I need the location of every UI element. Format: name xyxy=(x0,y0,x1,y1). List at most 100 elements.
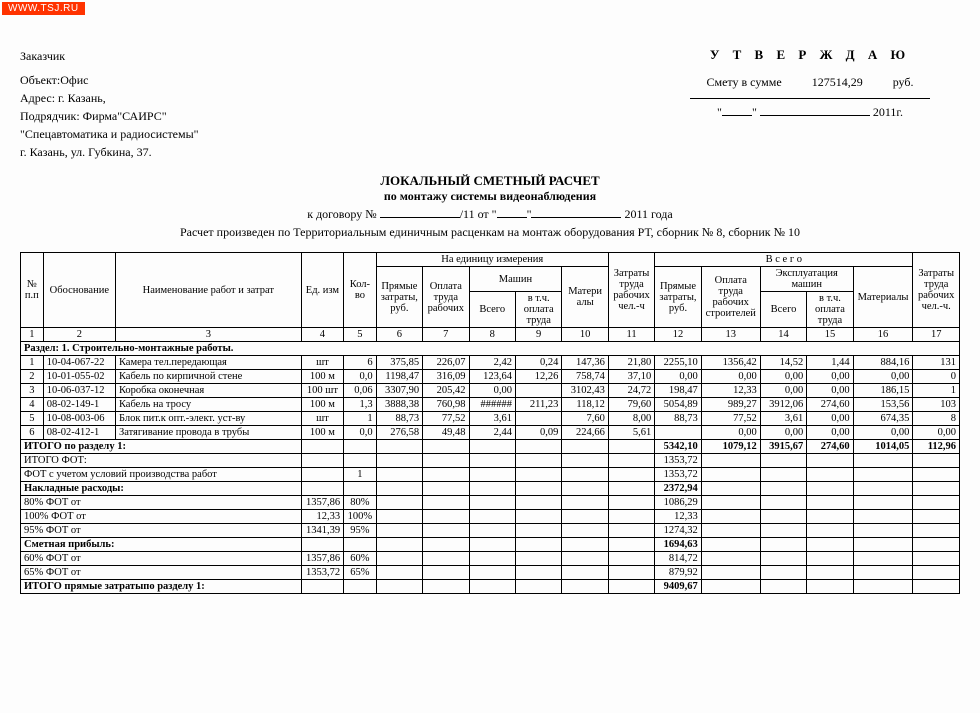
th-mach-total2: Всего xyxy=(760,292,806,328)
cell xyxy=(423,566,469,580)
cell: 10-06-037-12 xyxy=(43,384,115,398)
cell xyxy=(701,510,760,524)
th-labor: Затраты труда рабочих чел.-ч xyxy=(608,253,654,328)
cell: 2 xyxy=(21,370,44,384)
cell xyxy=(853,524,913,538)
cell xyxy=(469,496,515,510)
summary-pct: 65% xyxy=(344,566,377,580)
summary-pct xyxy=(344,482,377,496)
summary-pct xyxy=(344,580,377,594)
cell xyxy=(608,552,654,566)
cell: 674,35 xyxy=(853,412,913,426)
cell xyxy=(608,440,654,454)
summary-base: 1357,86 xyxy=(301,552,343,566)
summary-base: 1357,86 xyxy=(301,496,343,510)
cell: 7,60 xyxy=(562,412,608,426)
cell: 3102,43 xyxy=(562,384,608,398)
cell: Кабель на тросу xyxy=(115,398,301,412)
cell: 6 xyxy=(344,356,377,370)
cell: 0,00 xyxy=(469,384,515,398)
cell: 103 xyxy=(913,398,960,412)
cell xyxy=(423,496,469,510)
cell xyxy=(562,510,608,524)
th-total: В с е г о xyxy=(655,253,913,267)
cell xyxy=(608,580,654,594)
cell xyxy=(469,524,515,538)
cell: 08-02-412-1 xyxy=(43,426,115,440)
cell: 10-08-003-06 xyxy=(43,412,115,426)
cell: 1356,42 xyxy=(701,356,760,370)
cell xyxy=(853,580,913,594)
th-materials2: Материалы xyxy=(853,267,913,328)
contract-year: 2011 года xyxy=(624,207,672,221)
cell xyxy=(562,552,608,566)
cell xyxy=(608,454,654,468)
cell xyxy=(376,538,422,552)
title-line2: по монтажу системы видеонаблюдения xyxy=(20,189,960,204)
contract-line: к договору № /11 от "" 2011 года xyxy=(20,207,960,222)
cell: 100 м xyxy=(301,370,343,384)
cell xyxy=(701,524,760,538)
cell xyxy=(807,482,853,496)
cell: 3912,06 xyxy=(760,398,806,412)
cell: 118,12 xyxy=(562,398,608,412)
cell xyxy=(701,496,760,510)
cell xyxy=(807,566,853,580)
cell xyxy=(760,454,806,468)
cell: 211,23 xyxy=(515,398,561,412)
cell: 3 xyxy=(21,384,44,398)
cell xyxy=(469,580,515,594)
cell xyxy=(469,510,515,524)
cell: 3888,38 xyxy=(376,398,422,412)
cell xyxy=(423,580,469,594)
cell: 0,00 xyxy=(853,370,913,384)
summary-base xyxy=(301,482,343,496)
cell xyxy=(515,538,561,552)
cell xyxy=(807,524,853,538)
cell: 77,52 xyxy=(423,412,469,426)
cell xyxy=(807,552,853,566)
cell xyxy=(760,552,806,566)
cell: 21,80 xyxy=(608,356,654,370)
summary-row: Сметная прибыль:1694,63 xyxy=(21,538,960,552)
cell: 879,92 xyxy=(655,566,701,580)
cell xyxy=(469,482,515,496)
cell: 0,00 xyxy=(807,426,853,440)
cell xyxy=(515,524,561,538)
summary-label: ИТОГО по разделу 1: xyxy=(21,440,302,454)
cell xyxy=(469,454,515,468)
summary-pct: 80% xyxy=(344,496,377,510)
summary-row: 100% ФОТ от12,33100%12,33 xyxy=(21,510,960,524)
basis-line: Расчет произведен по Территориальным еди… xyxy=(20,225,960,240)
cell xyxy=(423,510,469,524)
summary-base: 1341,39 xyxy=(301,524,343,538)
summary-row: 65% ФОТ от1353,7265%879,92 xyxy=(21,566,960,580)
cell xyxy=(608,482,654,496)
cell: шт xyxy=(301,356,343,370)
header-block: Заказчик Объект:Офис Адрес: г. Казань, П… xyxy=(20,47,960,161)
customer-label: Заказчик xyxy=(20,47,199,65)
approve-title: У Т В Е Р Ж Д А Ю xyxy=(660,47,960,63)
cell: 0,00 xyxy=(913,426,960,440)
summary-label: 95% ФОТ от xyxy=(21,524,302,538)
cell xyxy=(376,580,422,594)
cell: 0,0 xyxy=(344,426,377,440)
cell xyxy=(807,468,853,482)
summary-pct xyxy=(344,538,377,552)
cell: 6 xyxy=(21,426,44,440)
cell xyxy=(913,468,960,482)
cell xyxy=(562,538,608,552)
summary-label: 100% ФОТ от xyxy=(21,510,302,524)
cell: 0,00 xyxy=(760,384,806,398)
summary-row: ИТОГО ФОТ:1353,72 xyxy=(21,454,960,468)
cell: 0,24 xyxy=(515,356,561,370)
cell xyxy=(515,510,561,524)
summary-base: 1353,72 xyxy=(301,566,343,580)
cell: 1014,05 xyxy=(853,440,913,454)
cell xyxy=(853,454,913,468)
cell: 1 xyxy=(344,412,377,426)
cell: 198,47 xyxy=(655,384,701,398)
header-right: У Т В Е Р Ж Д А Ю Смету в сумме 127514,2… xyxy=(660,47,960,161)
cell xyxy=(515,496,561,510)
contractor-addr: г. Казань, ул. Губкина, 37. xyxy=(20,143,199,161)
